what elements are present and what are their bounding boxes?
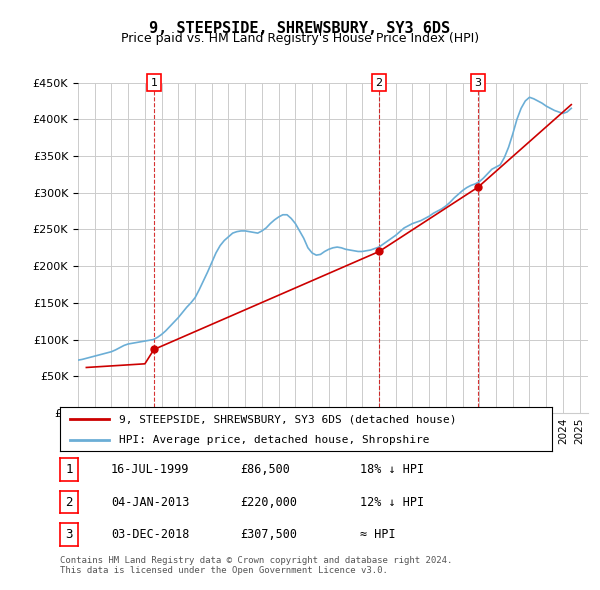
Text: HPI: Average price, detached house, Shropshire: HPI: Average price, detached house, Shro… [119,435,430,445]
Text: 1: 1 [151,78,157,87]
Text: 04-JAN-2013: 04-JAN-2013 [111,496,190,509]
Text: Price paid vs. HM Land Registry's House Price Index (HPI): Price paid vs. HM Land Registry's House … [121,32,479,45]
Text: 2: 2 [65,496,73,509]
Text: £307,500: £307,500 [240,528,297,541]
Text: 2: 2 [376,78,383,87]
Text: 03-DEC-2018: 03-DEC-2018 [111,528,190,541]
Text: 1: 1 [65,463,73,476]
Text: 9, STEEPSIDE, SHREWSBURY, SY3 6DS: 9, STEEPSIDE, SHREWSBURY, SY3 6DS [149,21,451,35]
Text: ≈ HPI: ≈ HPI [360,528,395,541]
Text: £86,500: £86,500 [240,463,290,476]
Text: Contains HM Land Registry data © Crown copyright and database right 2024.
This d: Contains HM Land Registry data © Crown c… [60,556,452,575]
Text: 12% ↓ HPI: 12% ↓ HPI [360,496,424,509]
Text: 3: 3 [475,78,481,87]
Text: 3: 3 [65,528,73,541]
Text: 9, STEEPSIDE, SHREWSBURY, SY3 6DS (detached house): 9, STEEPSIDE, SHREWSBURY, SY3 6DS (detac… [119,415,457,424]
Text: £220,000: £220,000 [240,496,297,509]
Text: 16-JUL-1999: 16-JUL-1999 [111,463,190,476]
Text: 18% ↓ HPI: 18% ↓ HPI [360,463,424,476]
